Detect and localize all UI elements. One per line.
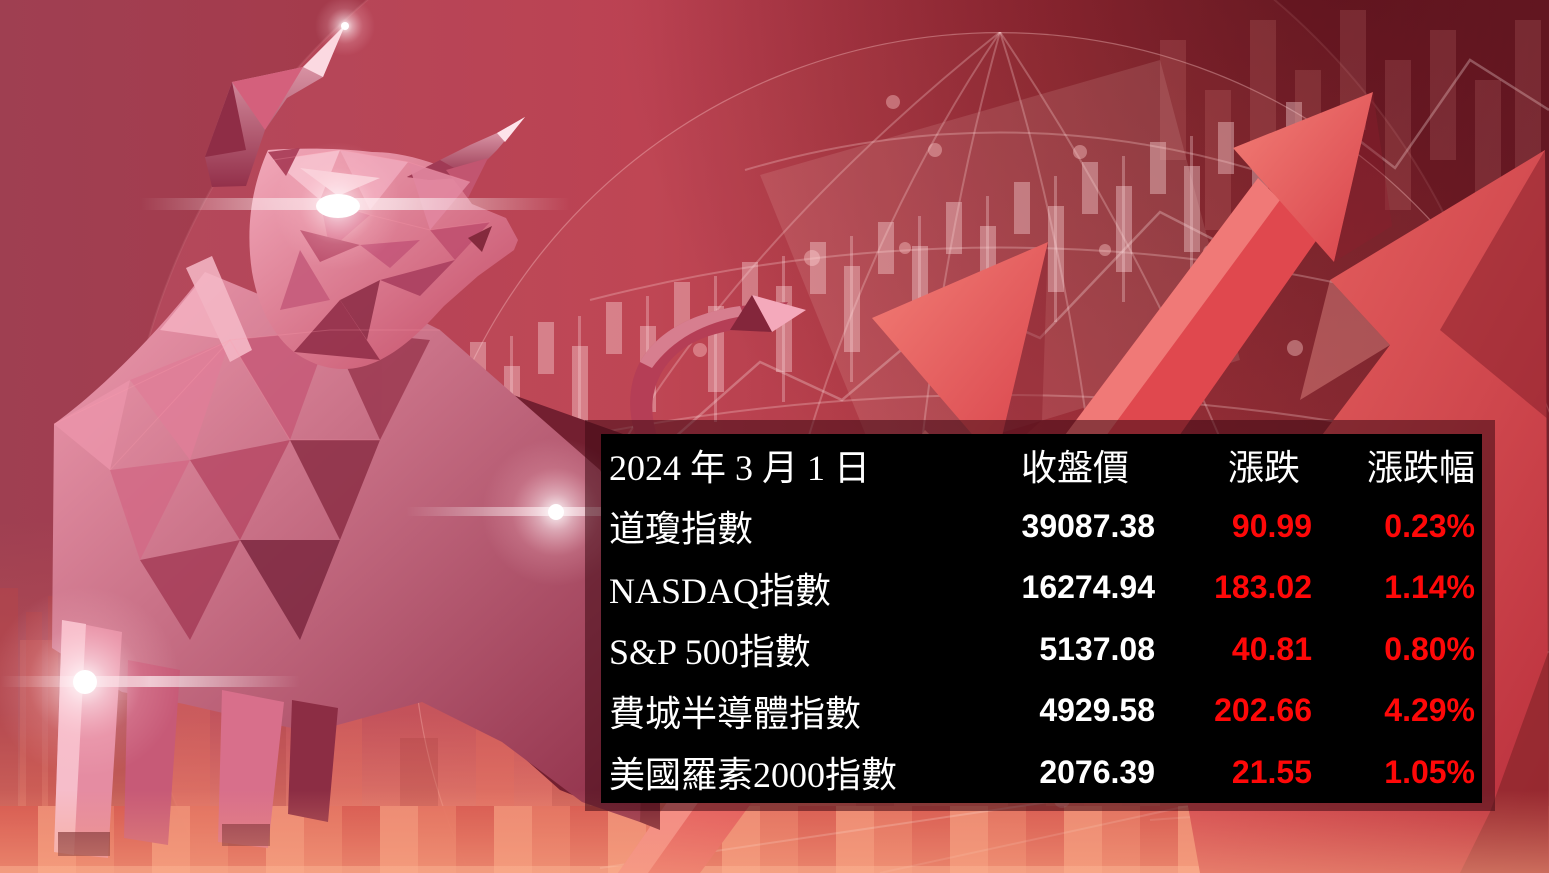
date-label: 2024 年 3 月 1 日 [609,447,871,488]
index-name: 費城半導體指數 [609,693,862,734]
close-value: 2076.39 [1039,753,1155,790]
table-header-row: 2024 年 3 月 1 日 收盤價 漲跌 漲跌幅 [601,434,1482,496]
table-row: 道瓊指數 39087.38 90.99 0.23% [601,496,1482,558]
bull-tail [630,295,806,462]
market-table-panel: 2024 年 3 月 1 日 收盤價 漲跌 漲跌幅 道瓊指數 39087.38 … [585,420,1495,811]
change-value: 183.02 [1214,569,1312,606]
index-name: NASDAQ指數 [609,570,832,611]
close-value: 5137.08 [1039,630,1155,667]
column-header-change-pct: 漲跌幅 [1366,447,1475,488]
market-table: 2024 年 3 月 1 日 收盤價 漲跌 漲跌幅 道瓊指數 39087.38 … [601,434,1482,803]
change-value: 90.99 [1231,507,1312,544]
close-value: 16274.94 [1021,569,1155,606]
change-pct-value: 1.05% [1384,753,1475,790]
table-row: S&P 500指數 5137.08 40.81 0.80% [601,619,1482,681]
column-header-close: 收盤價 [1020,447,1129,488]
change-pct-value: 4.29% [1384,692,1475,729]
change-pct-value: 0.23% [1384,507,1475,544]
table-row: NASDAQ指數 16274.94 183.02 1.14% [601,557,1482,619]
change-value: 202.66 [1214,692,1312,729]
change-value: 40.81 [1231,630,1312,667]
index-name: S&P 500指數 [609,632,811,673]
close-value: 39087.38 [1021,507,1155,544]
index-name: 美國羅素2000指數 [609,755,898,796]
change-pct-value: 0.80% [1384,630,1475,667]
table-row: 費城半導體指數 4929.58 202.66 4.29% [601,680,1482,742]
column-header-change: 漲跌 [1227,447,1300,488]
change-pct-value: 1.14% [1384,569,1475,606]
change-value: 21.55 [1231,753,1312,790]
close-value: 4929.58 [1039,692,1155,729]
table-row: 美國羅素2000指數 2076.39 21.55 1.05% [601,742,1482,804]
index-name: 道瓊指數 [609,509,754,550]
